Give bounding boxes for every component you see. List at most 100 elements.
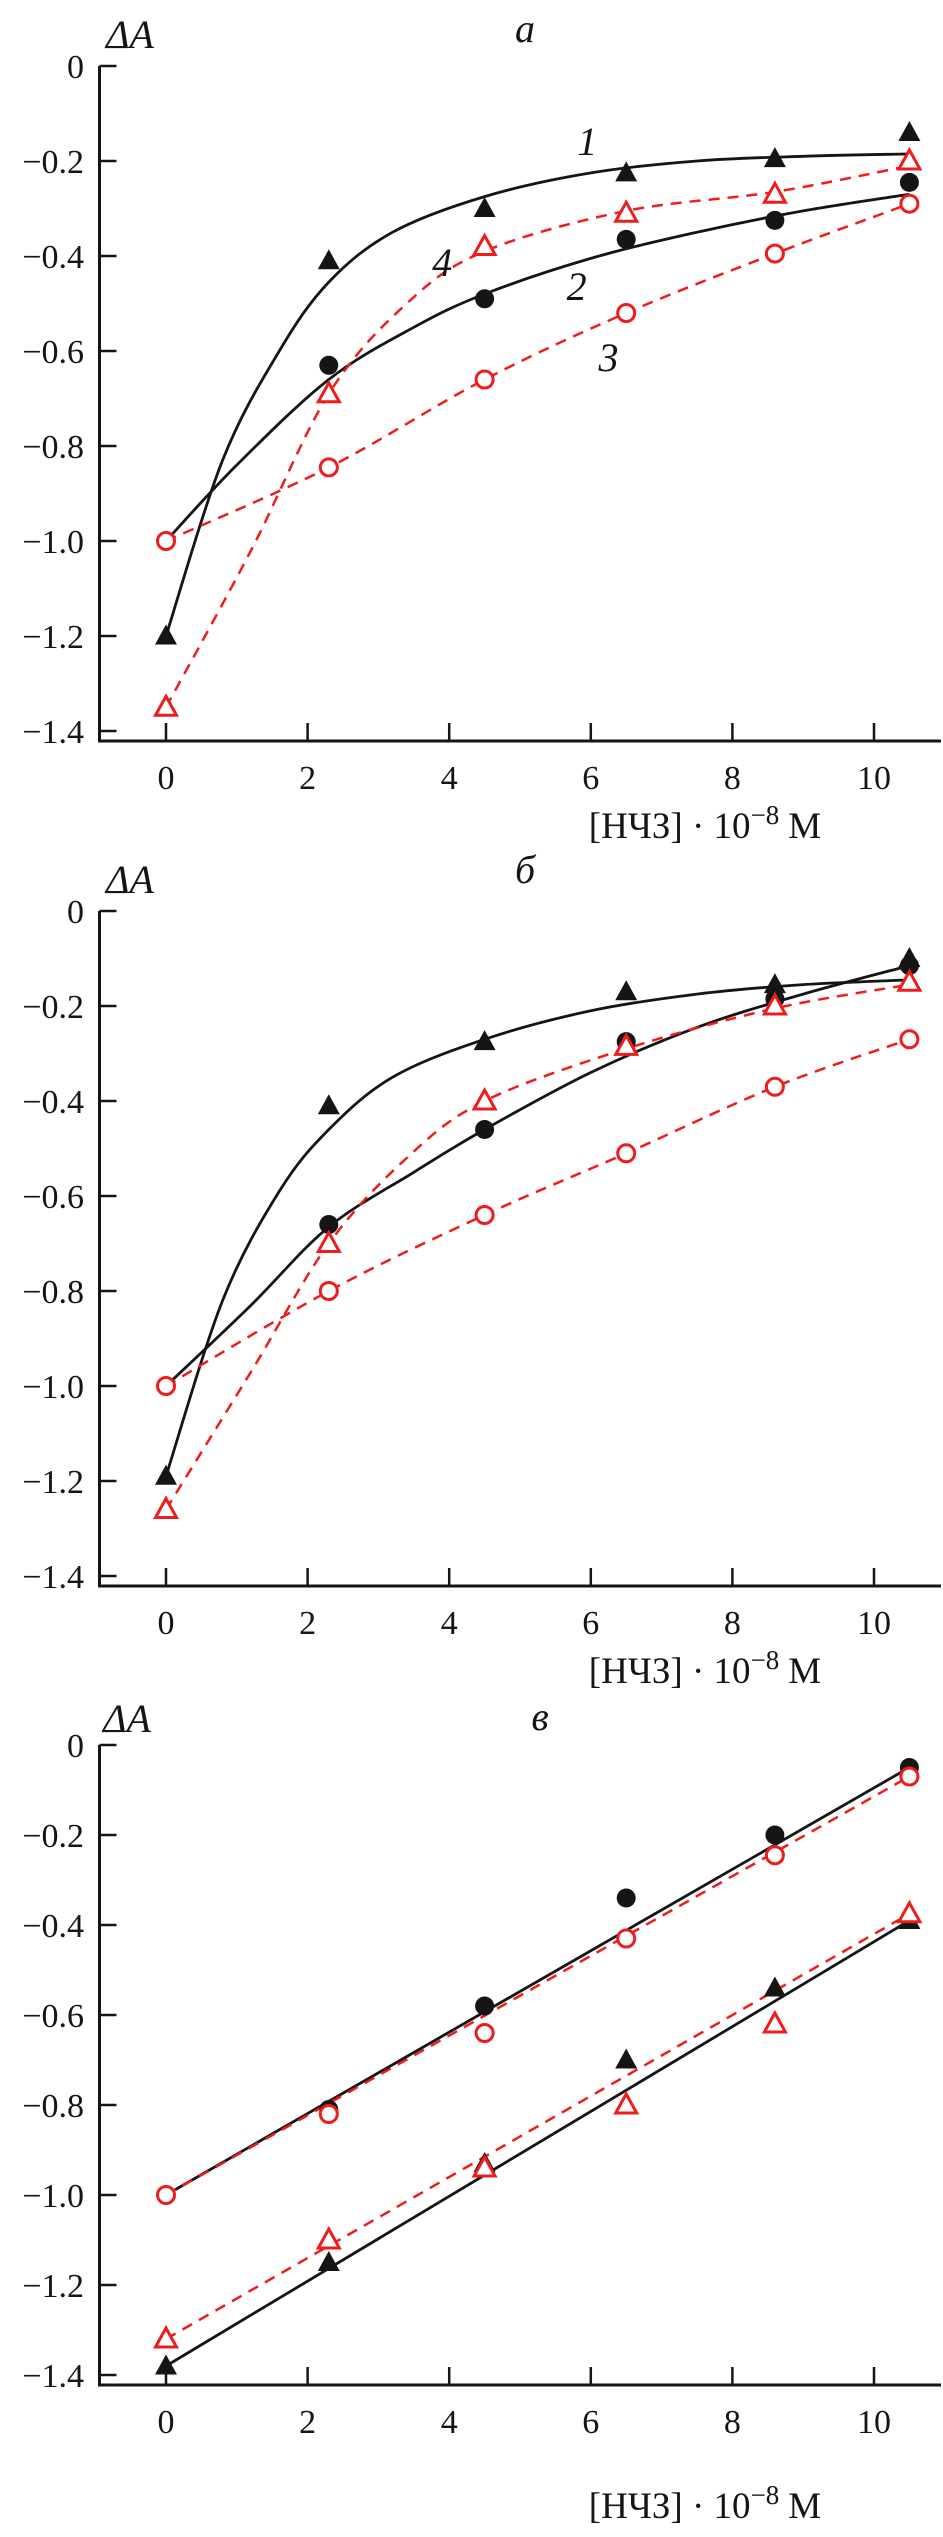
marker-open-triangle <box>152 693 180 717</box>
marker-filled-triangle <box>473 1030 496 1051</box>
y-tick-label: 0 <box>67 894 84 931</box>
marker-open-circle <box>616 1928 637 1949</box>
x-axis-label: [НЧЗ] · 10−8 М <box>589 800 821 845</box>
marker-open-circle <box>899 1029 920 1050</box>
y-tick-label: 0 <box>67 49 84 86</box>
marker-filled-circle <box>616 1888 636 1908</box>
marker-filled-circle <box>899 956 919 976</box>
x-tick-label: 8 <box>724 1605 741 1642</box>
marker-filled-triangle <box>615 161 638 182</box>
y-tick-label: −0.8 <box>22 2088 84 2125</box>
marker-filled-triangle <box>763 973 786 994</box>
y-tick-label: −0.2 <box>22 144 84 181</box>
y-tick-label: −0.6 <box>22 1998 84 2035</box>
series-line-red-open-circles <box>165 202 910 543</box>
y-tick-label: −1.0 <box>22 2178 84 2215</box>
x-tick-label: 10 <box>857 760 891 797</box>
y-tick-label: −0.2 <box>22 1818 84 1855</box>
series-line-black-filled-circles <box>164 192 910 542</box>
x-axis-label: [НЧЗ] · 10−8 М <box>589 2480 821 2527</box>
series-line-black-filled-triangles <box>165 1919 911 2368</box>
y-tick-label: −0.2 <box>22 989 84 1026</box>
marker-open-circle <box>616 1143 637 1164</box>
marker-open-circle <box>474 369 495 390</box>
marker-filled-triangle <box>473 197 496 217</box>
x-tick-label: 10 <box>857 1605 891 1642</box>
marker-open-circle <box>474 1205 495 1225</box>
marker-open-circle <box>616 303 637 323</box>
y-tick-label: −0.4 <box>22 1084 84 1121</box>
panel-b-title: б <box>515 847 537 892</box>
marker-open-circle <box>899 193 920 214</box>
marker-open-triangle <box>315 379 342 404</box>
x-tick-label: 10 <box>857 2404 891 2441</box>
y-tick-label: −0.8 <box>22 1274 84 1311</box>
marker-filled-circle <box>765 1825 785 1845</box>
marker-open-circle <box>156 1376 176 1396</box>
marker-filled-circle <box>475 1996 495 2016</box>
marker-open-triangle <box>761 180 788 204</box>
marker-open-triangle <box>896 146 923 171</box>
y-tick-label: 0 <box>67 1728 84 1765</box>
marker-open-triangle <box>613 1032 640 1056</box>
series-line-red-open-triangles <box>164 983 910 1511</box>
series-markers-black-filled-circles <box>319 956 919 1234</box>
series-markers-red-open-circles <box>156 193 920 551</box>
marker-filled-circle <box>319 1215 339 1234</box>
marker-filled-circle <box>899 172 919 192</box>
marker-filled-triangle <box>317 249 340 270</box>
plot-area: 0 −0.2 −0.4 −0.6 −0.8 −1.0 −1.2 −1.4 0 2 4 6 8 10 <box>22 1728 941 2441</box>
marker-open-triangle <box>613 2090 640 2115</box>
y-tick-label: −1.4 <box>22 714 84 751</box>
panel-a-plot: a ΔA [НЧЗ] · 10−8 М 0 −0.2 −0.4 −0.6 −0.8 −1.0… <box>22 6 941 845</box>
marker-filled-triangle <box>763 147 786 168</box>
x-tick-label: 2 <box>299 2404 316 2441</box>
marker-open-circle <box>899 1766 920 1787</box>
marker-filled-triangle <box>155 624 177 645</box>
series-markers-black-filled-triangles <box>155 947 921 1485</box>
marker-filled-circle <box>475 289 495 309</box>
marker-open-circle <box>156 2185 176 2205</box>
panel-v-plot: в ΔA [НЧЗ] · 10−8 М 0 −0.2 −0.4 −0.6 −0.8 −1.0… <box>22 1694 941 2527</box>
marker-open-triangle <box>315 2225 342 2250</box>
marker-open-circle <box>318 2104 339 2124</box>
y-tick-label: −0.6 <box>22 334 84 371</box>
marker-open-circle <box>764 1076 785 1097</box>
curve-number-label: 2 <box>567 264 587 309</box>
y-tick-label: −1.4 <box>22 2358 84 2395</box>
marker-filled-circle <box>616 229 636 249</box>
y-axis-label: ΔA <box>104 857 154 902</box>
x-tick-label: 2 <box>299 1605 316 1642</box>
marker-filled-circle <box>765 210 785 230</box>
y-tick-label: −1.2 <box>22 2268 84 2305</box>
series-line-red-open-circles <box>165 1775 911 2197</box>
plot-area: 0 −0.2 −0.4 −0.6 −0.8 −1.0 −1.2 −1.4 0 2 4 6 8 10 <box>22 894 941 1642</box>
marker-open-triangle <box>152 2324 180 2349</box>
series-markers-black-filled-triangles <box>155 121 921 645</box>
panel-a: a ΔA [НЧЗ] · 10−8 М 0 −0.2 −0.4 −0.6 −0.8 −1.0… <box>0 0 943 845</box>
x-tick-label: 6 <box>582 760 599 797</box>
curve-number-label: 1 <box>577 119 597 164</box>
marker-filled-triangle <box>155 1464 177 1485</box>
x-tick-label: 0 <box>158 1605 175 1642</box>
marker-filled-triangle <box>317 1094 340 1115</box>
marker-open-circle <box>156 531 176 551</box>
y-tick-label: −0.4 <box>22 1908 84 1945</box>
marker-open-triangle <box>896 1899 923 1924</box>
series-line-black-filled-circles <box>165 1766 911 2197</box>
y-tick-label: −1.0 <box>22 524 84 561</box>
series-line-black-filled-triangles <box>164 978 910 1477</box>
series-markers-red-open-triangles <box>152 968 923 1519</box>
marker-filled-triangle <box>898 121 921 141</box>
marker-open-triangle <box>613 199 640 223</box>
marker-open-circle <box>764 243 785 264</box>
y-tick-label: −1.2 <box>22 1464 84 1501</box>
y-tick-label: −0.8 <box>22 429 84 466</box>
x-tick-label: 6 <box>582 1605 599 1642</box>
series-markers-black-filled-circles <box>319 172 919 375</box>
y-tick-label: −0.4 <box>22 239 84 276</box>
y-tick-label: −1.2 <box>22 619 84 656</box>
curve-number-label: 4 <box>432 240 452 285</box>
